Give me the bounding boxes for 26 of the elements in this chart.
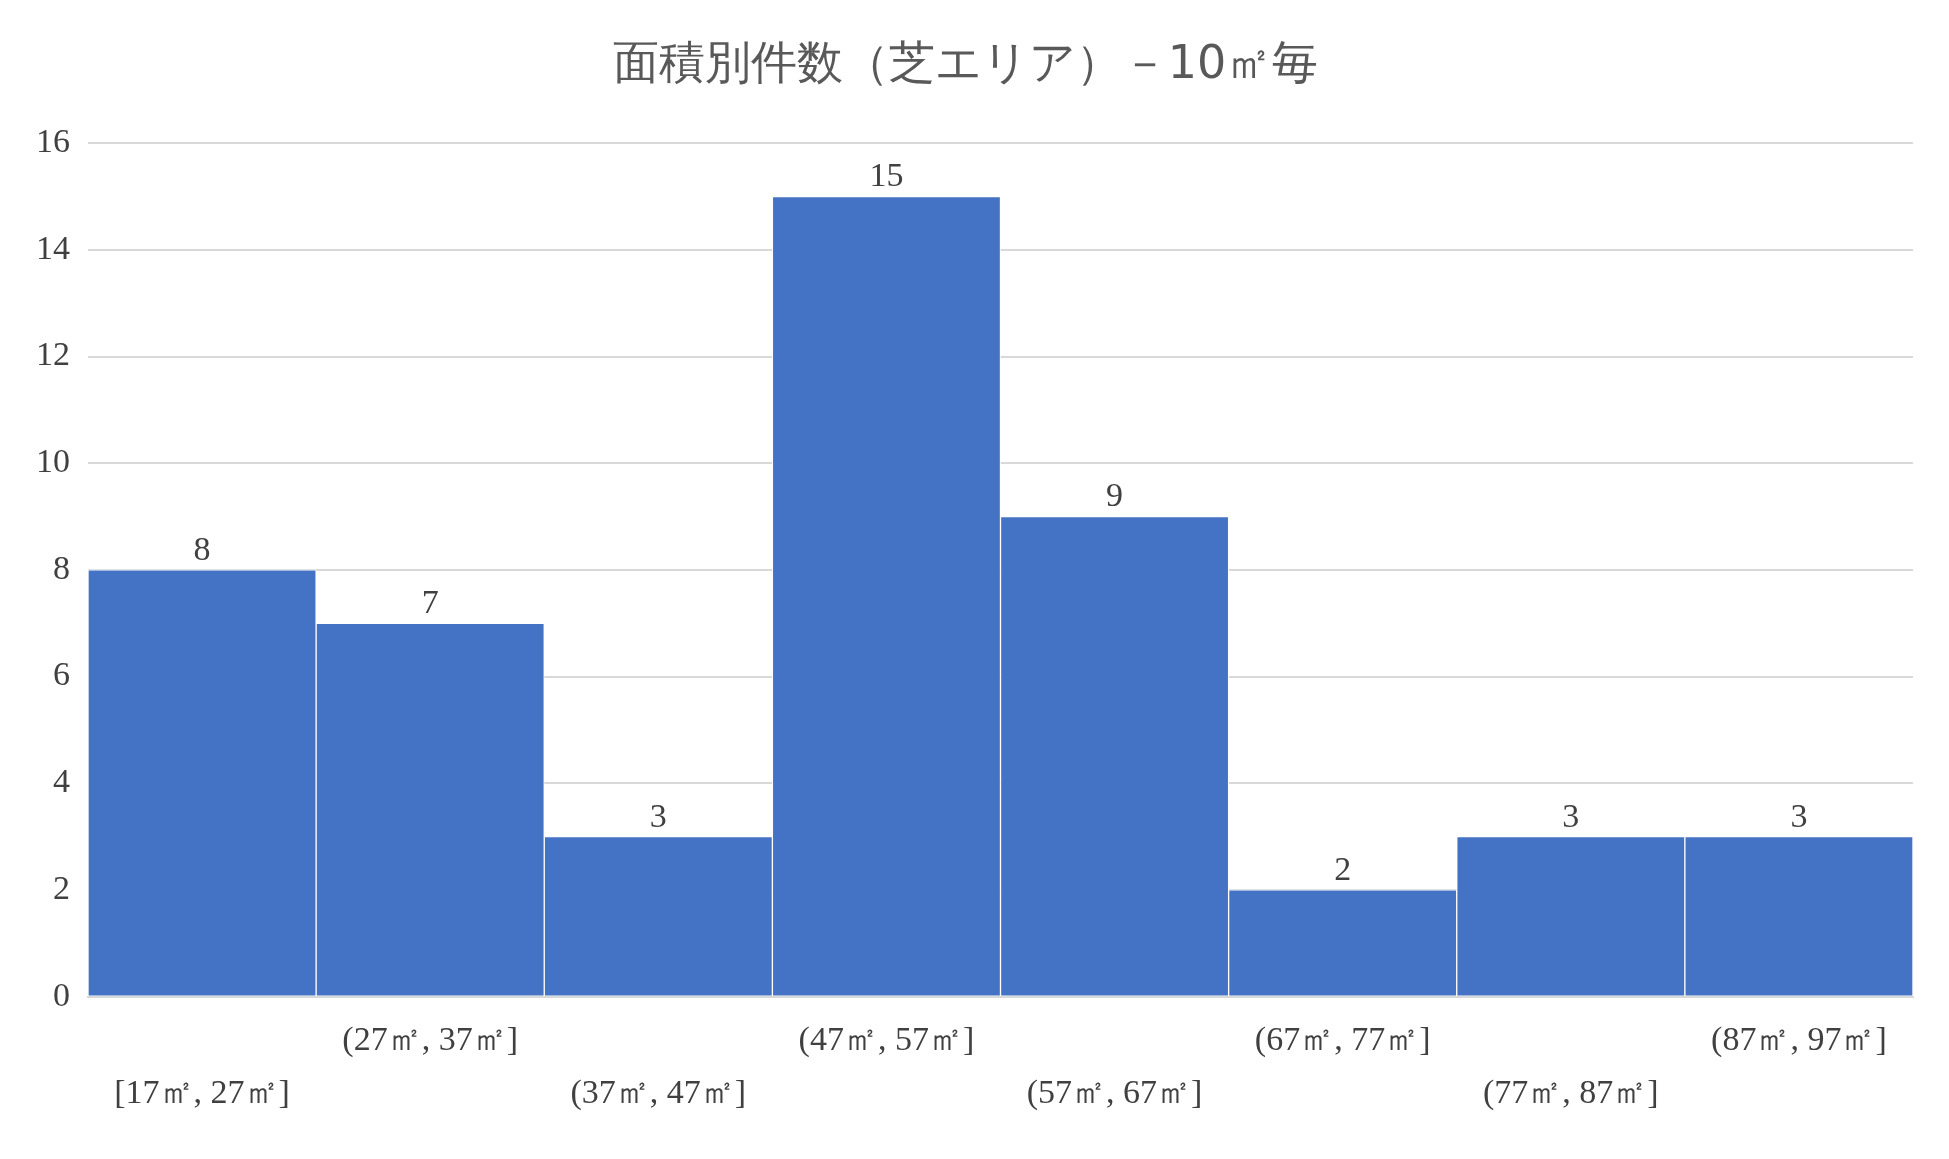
data-label: 3 xyxy=(1562,796,1580,834)
data-label: 3 xyxy=(1790,796,1808,834)
x-tick-label: (57㎡, 67㎡] xyxy=(1026,1072,1203,1111)
y-tick-label: 6 xyxy=(53,655,70,693)
chart-title: 面積別件数（芝エリア）－10㎡毎 xyxy=(612,34,1319,89)
y-tick-label: 4 xyxy=(53,762,70,800)
y-tick-label: 12 xyxy=(36,335,70,373)
x-tick-label: (27㎡, 37㎡] xyxy=(342,1019,519,1058)
y-tick-label: 16 xyxy=(36,122,70,160)
data-label: 9 xyxy=(1106,476,1124,514)
data-label: 15 xyxy=(869,156,904,194)
x-tick-label: (47㎡, 57㎡] xyxy=(798,1019,975,1058)
data-label: 3 xyxy=(649,796,667,834)
y-tick-label: 2 xyxy=(53,868,70,906)
data-label: 7 xyxy=(421,583,439,621)
x-tick-label: [17㎡, 27㎡] xyxy=(114,1072,290,1110)
y-tick-label: 10 xyxy=(36,442,70,480)
x-tick-label: (87㎡, 97㎡] xyxy=(1711,1019,1887,1058)
y-tick-label: 14 xyxy=(36,228,70,266)
data-label: 2 xyxy=(1334,849,1352,887)
y-tick-label: 0 xyxy=(53,975,70,1013)
x-tick-label: (77㎡, 87㎡] xyxy=(1482,1072,1659,1111)
x-tick-label: (67㎡, 77㎡] xyxy=(1254,1019,1431,1058)
data-label: 8 xyxy=(193,529,211,567)
y-tick-label: 8 xyxy=(53,548,70,586)
x-tick-label: (37㎡, 47㎡] xyxy=(570,1072,747,1111)
